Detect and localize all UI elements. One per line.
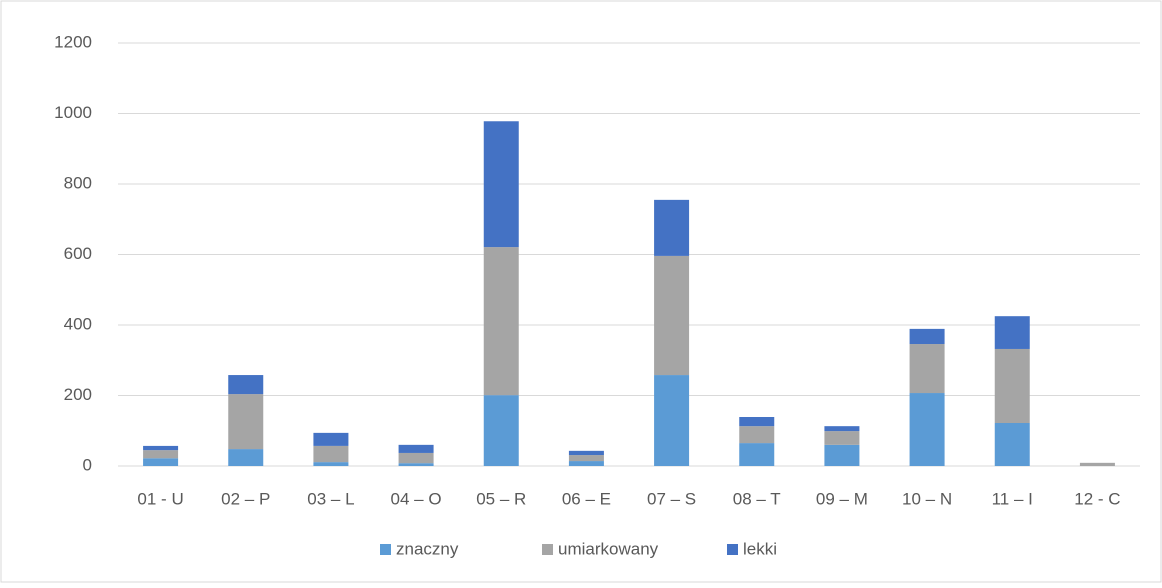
bar-segment [398,463,434,466]
bar-segment [568,461,604,466]
x-tick-label: 12 - C [1074,489,1120,508]
legend-swatch [542,544,553,555]
y-tick-label: 1000 [54,103,92,122]
bar-segment [313,462,349,466]
x-tick-label: 11 – I [992,489,1033,508]
bar-segment [143,450,179,459]
bar-segment [143,458,179,466]
x-tick-label: 07 – S [647,489,696,508]
legend-label: umiarkowany [558,539,659,558]
x-tick-label: 01 - U [137,489,183,508]
x-tick-label: 02 – P [221,489,270,508]
x-tick-label: 09 – M [816,489,868,508]
bar-segment [313,445,349,463]
legend-swatch [727,544,738,555]
y-tick-label: 0 [83,455,92,474]
bar-segment [398,452,434,464]
bar-segment [909,393,945,466]
legend-label: lekki [743,539,777,558]
bar-segment [909,328,945,345]
bar-segment [228,375,264,395]
x-tick-label: 04 – O [391,489,442,508]
y-tick-label: 400 [64,314,92,333]
bar-segment [654,199,690,256]
bar-segment [568,450,604,456]
y-tick-label: 800 [64,173,92,192]
bar-segment [909,344,945,394]
bar-segment [824,426,860,432]
bar-segment [568,455,604,462]
bar-segment [739,426,775,444]
legend-label: znaczny [396,539,459,558]
bar-segment [739,443,775,466]
x-tick-label: 03 – L [307,489,354,508]
y-tick-label: 1200 [54,32,92,51]
bar-segment [824,444,860,466]
bar-segment [1079,462,1115,466]
legend-swatch [380,544,391,555]
x-tick-label: 08 – T [733,489,781,508]
bar-segment [483,121,519,248]
bar-segment [739,417,775,427]
x-tick-label: 06 – E [562,489,611,508]
bar-segment [143,445,179,451]
bar-segment [654,255,690,376]
bar-segment [994,348,1030,423]
y-tick-label: 600 [64,244,92,263]
bar-segment [398,444,434,453]
bar-segment [824,431,860,445]
bar-segment [483,395,519,466]
bar-segment [994,422,1030,466]
bar-segment [654,375,690,466]
x-tick-label: 05 – R [476,489,526,508]
bar-segment [994,316,1030,349]
bar-segment [313,432,349,446]
x-tick-label: 10 – N [902,489,952,508]
bar-segment [228,449,264,466]
bar-segment [228,394,264,450]
bar-segment [483,247,519,396]
y-tick-label: 200 [64,385,92,404]
